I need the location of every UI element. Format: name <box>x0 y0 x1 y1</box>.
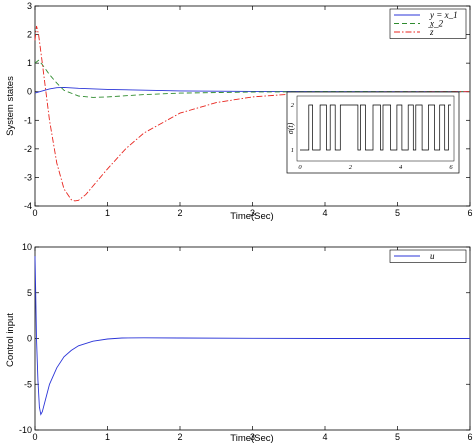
x-tick-label: 1 <box>105 432 110 442</box>
sigma-inset: 0 2 4 6 1 2 σ(t) <box>286 91 460 174</box>
y-tick-label: -4 <box>24 201 32 211</box>
y-tick-label: -1 <box>24 115 32 125</box>
x-tick-label: 0 <box>32 208 37 218</box>
y-tick-label: 1 <box>27 58 32 68</box>
y-tick-label: -10 <box>19 425 32 435</box>
x-tick-label: 4 <box>322 432 327 442</box>
series-line-2 <box>34 25 471 202</box>
inset-plot-area <box>296 95 455 162</box>
x-tick-label: 5 <box>395 208 400 218</box>
y-tick-label: 0 <box>27 334 32 344</box>
x-tick-label: 0 <box>32 432 37 442</box>
control-chart: 0 1 2 3 4 5 6 -10 -5 0 5 10 Time(Sec) Control input… <box>5 242 473 444</box>
legend-label: u <box>430 251 435 261</box>
inset-y-tick: 2 <box>291 102 295 109</box>
inset-x-tick: 0 <box>298 164 302 171</box>
x-tick-label: 4 <box>322 208 327 218</box>
y-tick-label: 10 <box>22 242 32 252</box>
y-tick-label: -5 <box>24 379 32 389</box>
y-tick-label: -2 <box>24 144 32 154</box>
states-ylabel: System states <box>5 76 16 136</box>
legend-label: ̅z <box>428 27 434 37</box>
legend-label: x_2 <box>429 19 443 29</box>
x-tick-label: 5 <box>395 432 400 442</box>
x-tick-label: 6 <box>467 208 472 218</box>
inset-ylabel: σ(t) <box>286 122 295 134</box>
x-tick-label: 2 <box>177 432 182 442</box>
inset-x-tick: 6 <box>449 164 453 171</box>
control-legend: u <box>389 249 467 263</box>
y-tick-label: 2 <box>27 30 32 40</box>
series-line-1 <box>34 59 470 98</box>
sigma-step-line <box>300 104 451 151</box>
legend-box <box>389 249 467 263</box>
inset-x-tick: 2 <box>349 164 353 171</box>
states-legend: y = x_1x_2̅z <box>389 8 467 39</box>
y-tick-label: 0 <box>27 87 32 97</box>
y-tick-label: 5 <box>27 288 32 298</box>
states-xlabel: Time(Sec) <box>230 211 273 222</box>
inset-y-tick: 1 <box>291 147 294 154</box>
legend-label: y = x_1 <box>429 10 458 20</box>
series-line-0 <box>34 256 470 416</box>
states-chart: 0 1 2 3 4 5 6 -4 -3 -2 -1 0 1 2 3 Time(Sec) System sta… <box>5 1 473 222</box>
x-tick-label: 2 <box>177 208 182 218</box>
x-tick-label: 3 <box>250 432 255 442</box>
x-tick-label: 1 <box>105 208 110 218</box>
x-tick-label: 3 <box>250 208 255 218</box>
y-tick-label: -3 <box>24 172 32 182</box>
y-tick-label: 3 <box>27 1 32 11</box>
x-tick-label: 6 <box>467 432 472 442</box>
inset-x-tick: 4 <box>399 164 403 171</box>
control-ylabel: Control input <box>5 313 16 367</box>
control-xlabel: Time(Sec) <box>230 433 273 444</box>
